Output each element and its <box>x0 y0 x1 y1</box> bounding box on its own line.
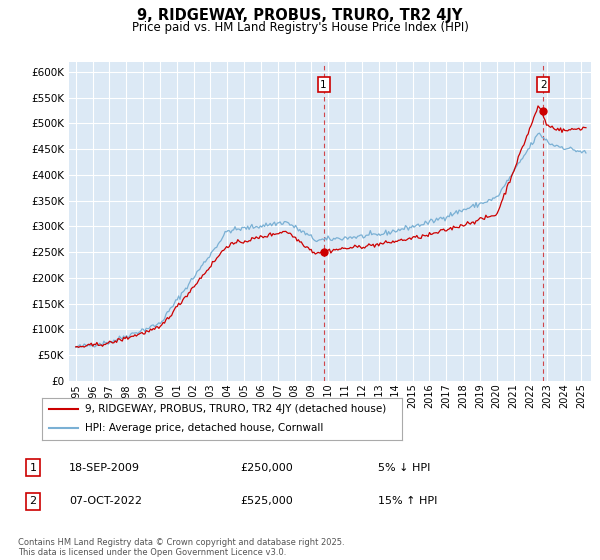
Text: 5% ↓ HPI: 5% ↓ HPI <box>378 463 430 473</box>
Text: 15% ↑ HPI: 15% ↑ HPI <box>378 496 437 506</box>
Text: 1: 1 <box>320 80 327 90</box>
Text: 1: 1 <box>29 463 37 473</box>
Text: £250,000: £250,000 <box>240 463 293 473</box>
Text: 07-OCT-2022: 07-OCT-2022 <box>69 496 142 506</box>
Text: 18-SEP-2009: 18-SEP-2009 <box>69 463 140 473</box>
Text: HPI: Average price, detached house, Cornwall: HPI: Average price, detached house, Corn… <box>85 423 323 433</box>
Text: 9, RIDGEWAY, PROBUS, TRURO, TR2 4JY (detached house): 9, RIDGEWAY, PROBUS, TRURO, TR2 4JY (det… <box>85 404 386 414</box>
Text: £525,000: £525,000 <box>240 496 293 506</box>
Text: 2: 2 <box>29 496 37 506</box>
Text: 9, RIDGEWAY, PROBUS, TRURO, TR2 4JY: 9, RIDGEWAY, PROBUS, TRURO, TR2 4JY <box>137 8 463 24</box>
Text: Price paid vs. HM Land Registry's House Price Index (HPI): Price paid vs. HM Land Registry's House … <box>131 21 469 34</box>
Text: 2: 2 <box>540 80 547 90</box>
Text: Contains HM Land Registry data © Crown copyright and database right 2025.
This d: Contains HM Land Registry data © Crown c… <box>18 538 344 557</box>
